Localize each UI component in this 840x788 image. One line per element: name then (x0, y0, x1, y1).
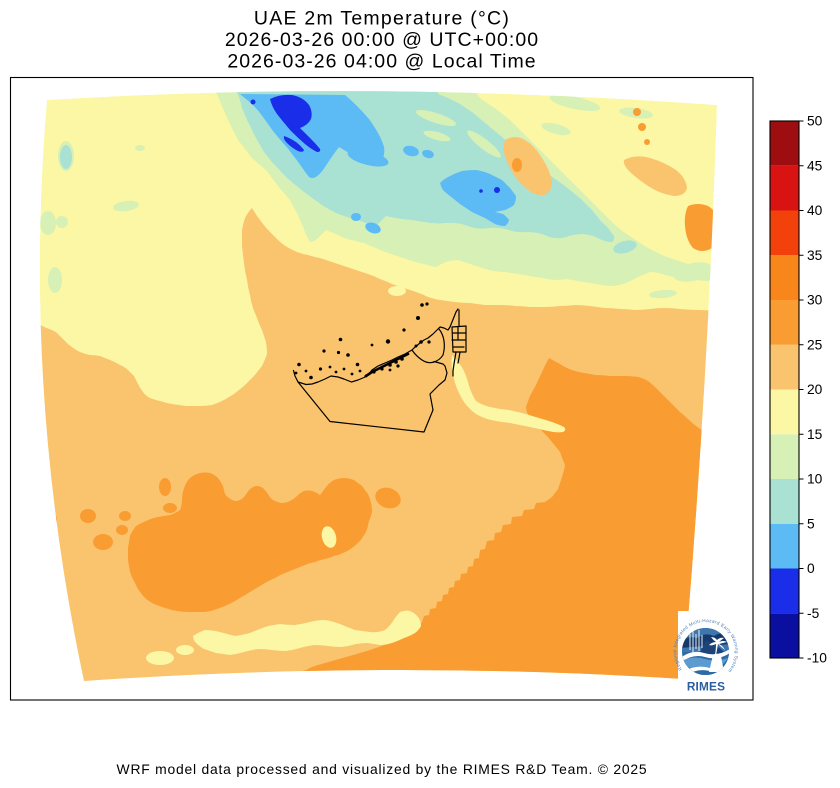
svg-text:0: 0 (807, 561, 815, 576)
svg-text:45: 45 (807, 158, 823, 173)
svg-text:25: 25 (807, 337, 823, 352)
svg-text:10: 10 (807, 472, 823, 487)
svg-text:50: 50 (807, 114, 823, 129)
svg-text:UAE 2m Temperature (°C): UAE 2m Temperature (°C) (254, 8, 510, 30)
svg-text:30: 30 (807, 293, 823, 308)
svg-text:40: 40 (807, 203, 823, 218)
svg-text:RIMES: RIMES (687, 680, 725, 694)
svg-text:2026-03-26 04:00 @ Local Time: 2026-03-26 04:00 @ Local Time (227, 51, 536, 73)
svg-text:35: 35 (807, 248, 823, 263)
svg-text:15: 15 (807, 427, 823, 442)
svg-text:-10: -10 (807, 651, 827, 666)
svg-text:WRF model data processed and v: WRF model data processed and visualized … (117, 761, 648, 777)
svg-text:-5: -5 (807, 606, 820, 621)
svg-text:2026-03-26 00:00 @ UTC+00:00: 2026-03-26 00:00 @ UTC+00:00 (225, 29, 539, 51)
svg-text:20: 20 (807, 382, 823, 397)
svg-text:5: 5 (807, 516, 815, 531)
